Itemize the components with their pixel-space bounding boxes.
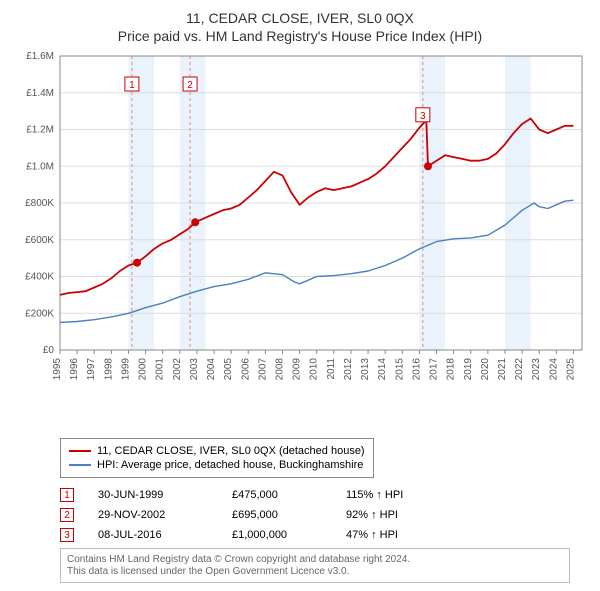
footer-line1: Contains HM Land Registry data © Crown c… [67,554,563,565]
sale-date: 30-JUN-1999 [98,489,208,501]
svg-text:2: 2 [187,80,193,91]
legend-label: 11, CEDAR CLOSE, IVER, SL0 0QX (detached… [97,445,365,457]
sales-table: 1 30-JUN-1999 £475,000 115% ↑ HPI 2 29-NOV-20… [60,488,588,542]
svg-text:2003: 2003 [189,358,200,381]
chart-container: 11, CEDAR CLOSE, IVER, SL0 0QX Price pai… [0,0,600,591]
svg-text:2013: 2013 [360,358,371,381]
svg-text:2021: 2021 [497,358,508,381]
svg-text:2008: 2008 [274,358,285,381]
svg-text:1997: 1997 [86,358,97,381]
legend-swatch [69,464,91,466]
chart-title-subtitle: Price paid vs. HM Land Registry's House … [12,28,588,44]
svg-text:2019: 2019 [463,358,474,381]
svg-text:2001: 2001 [155,358,166,381]
svg-text:2022: 2022 [514,358,525,381]
svg-text:£200K: £200K [25,308,54,319]
chart-plot: £0 £200K £400K £600K £800K £1.0M £1.2M £1.4M £1.… [12,50,588,430]
svg-text:£400K: £400K [25,272,54,283]
footer-line2: This data is licensed under the Open Gov… [67,566,563,577]
svg-text:2016: 2016 [411,358,422,381]
sale-price: £695,000 [232,509,322,521]
sale-marker: 1 [60,488,74,502]
svg-text:£1.6M: £1.6M [26,51,54,62]
sale-row: 2 29-NOV-2002 £695,000 92% ↑ HPI [60,508,588,522]
sale-price: £475,000 [232,489,322,501]
sale-row: 1 30-JUN-1999 £475,000 115% ↑ HPI [60,488,588,502]
svg-text:2017: 2017 [429,358,440,381]
legend-row: 11, CEDAR CLOSE, IVER, SL0 0QX (detached… [69,445,365,457]
svg-text:£1.4M: £1.4M [26,88,54,99]
svg-text:£1.0M: £1.0M [26,161,54,172]
legend: 11, CEDAR CLOSE, IVER, SL0 0QX (detached… [60,438,374,478]
svg-text:2009: 2009 [292,358,303,381]
svg-text:2018: 2018 [446,358,457,381]
svg-text:1: 1 [129,80,135,91]
footer-note: Contains HM Land Registry data © Crown c… [60,548,570,583]
svg-text:2024: 2024 [548,358,559,381]
sale-marker: 3 [60,528,74,542]
svg-text:£0: £0 [43,345,55,356]
sale-date: 08-JUL-2016 [98,529,208,541]
svg-text:2014: 2014 [377,358,388,381]
sale-pct: 47% ↑ HPI [346,529,446,541]
svg-text:2002: 2002 [172,358,183,381]
svg-text:2012: 2012 [343,358,354,381]
legend-swatch [69,450,91,452]
legend-row: HPI: Average price, detached house, Buck… [69,459,365,471]
svg-text:2015: 2015 [394,358,405,381]
svg-text:1996: 1996 [69,358,80,381]
sale-pct: 92% ↑ HPI [346,509,446,521]
svg-text:1999: 1999 [120,358,131,381]
sale-price: £1,000,000 [232,529,322,541]
svg-text:2006: 2006 [240,358,251,381]
svg-text:£600K: £600K [25,235,54,246]
svg-text:2007: 2007 [257,358,268,381]
svg-text:2020: 2020 [480,358,491,381]
svg-text:2000: 2000 [138,358,149,381]
svg-text:3: 3 [420,111,426,122]
chart-title-address: 11, CEDAR CLOSE, IVER, SL0 0QX [12,10,588,26]
svg-text:1998: 1998 [103,358,114,381]
sale-pct: 115% ↑ HPI [346,489,446,501]
sale-date: 29-NOV-2002 [98,509,208,521]
svg-text:£800K: £800K [25,198,54,209]
chart-svg: £0 £200K £400K £600K £800K £1.0M £1.2M £1.4M £1.… [12,50,588,430]
sale-marker: 2 [60,508,74,522]
svg-text:2004: 2004 [206,358,217,381]
svg-text:2005: 2005 [223,358,234,381]
svg-text:£1.2M: £1.2M [26,125,54,136]
svg-text:2025: 2025 [565,358,576,381]
sale-row: 3 08-JUL-2016 £1,000,000 47% ↑ HPI [60,528,588,542]
legend-label: HPI: Average price, detached house, Buck… [97,459,363,471]
svg-text:2011: 2011 [326,358,337,380]
svg-text:2010: 2010 [309,358,320,381]
svg-text:1995: 1995 [52,358,63,381]
svg-text:2023: 2023 [531,358,542,381]
